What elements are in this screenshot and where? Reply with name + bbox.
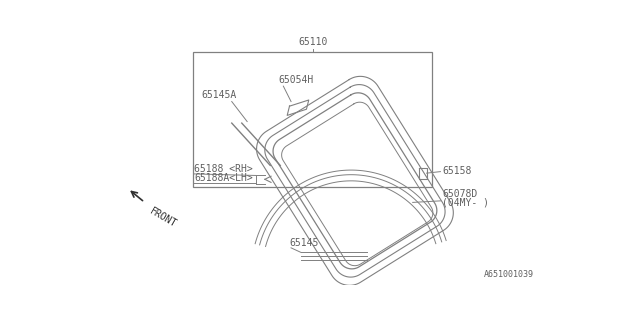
Text: 65188 <RH>: 65188 <RH> [194,164,253,174]
Text: 65145: 65145 [289,238,319,248]
Text: A651001039: A651001039 [484,270,534,279]
Text: 65158: 65158 [442,166,471,176]
Text: 65145A: 65145A [201,90,236,100]
Text: 65110: 65110 [298,37,327,47]
Text: 65078D: 65078D [442,188,477,198]
Text: FRONT: FRONT [148,206,179,230]
Text: 65188A<LH>: 65188A<LH> [194,173,253,183]
Text: 65054H: 65054H [278,75,313,84]
Text: (04MY- ): (04MY- ) [442,198,489,208]
Bar [193,52,432,187]
